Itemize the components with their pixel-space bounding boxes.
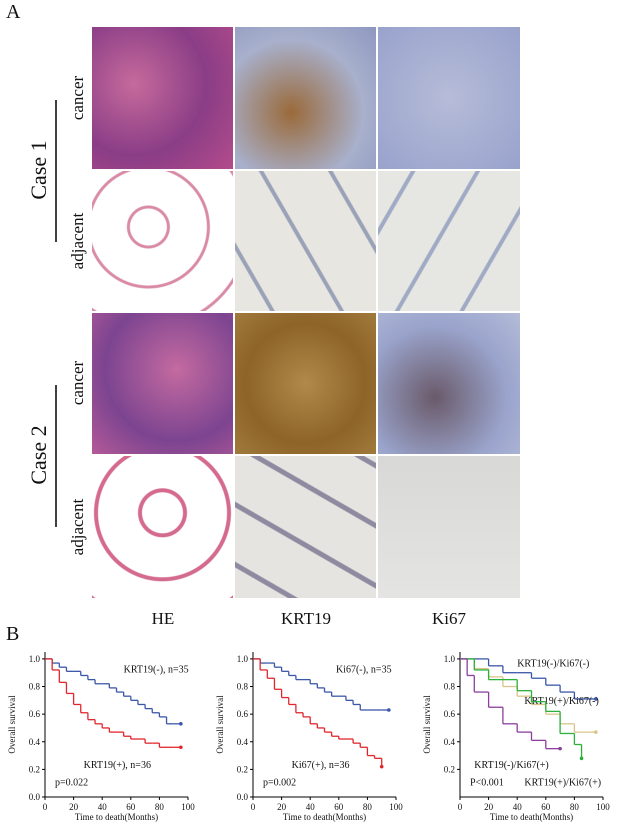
x-axis-label: Time to death(Months) [283, 812, 366, 822]
column-label: HE [152, 609, 175, 628]
row-label: cancer [68, 75, 87, 120]
photo-krt19-c2-cancer [235, 313, 376, 454]
x-tick-label: 20 [277, 802, 287, 812]
photo-he-c2-cancer [92, 313, 233, 454]
photo-ki67-c1-adjacent [378, 171, 520, 311]
censor-mark [179, 745, 183, 750]
y-tick-label: 0.4 [237, 737, 249, 747]
y-tick-label: 0.8 [29, 682, 41, 692]
panel-label: A [6, 1, 21, 23]
x-tick-label: 0 [43, 802, 48, 812]
x-tick-label: 20 [484, 802, 494, 812]
photo-krt19-c2-adjacent [235, 456, 376, 598]
series-label: KRT19(-)/Ki67(-) [517, 659, 589, 670]
x-tick-label: 100 [596, 802, 610, 812]
series-label: Ki67(+), n=36 [292, 760, 350, 771]
x-tick-label: 0 [251, 802, 256, 812]
y-tick-label: 0.6 [444, 709, 456, 719]
series-label: KRT19(-)/Ki67(+) [474, 760, 548, 771]
x-tick-label: 60 [334, 802, 344, 812]
series-label: KRT19(+)/Ki67(-) [524, 696, 598, 707]
series-label: Ki67(-), n=35 [336, 664, 392, 675]
y-axis-label: Overall survival [7, 695, 17, 754]
x-tick-label: 100 [181, 802, 195, 812]
censor-mark [179, 722, 183, 726]
x-tick-label: 40 [306, 802, 316, 812]
series-label: KRT19(+)/Ki67(+) [524, 777, 601, 788]
annotation: p=0.022 [55, 777, 88, 788]
panel-label: B [6, 623, 19, 645]
y-tick-label: 0.0 [237, 792, 249, 802]
photo-he-c1-cancer [92, 27, 233, 169]
photo-he-c2-adjacent [92, 456, 233, 598]
x-tick-label: 60 [541, 802, 551, 812]
x-tick-label: 40 [513, 802, 523, 812]
y-tick-label: 1.0 [444, 654, 456, 664]
y-tick-label: 0.6 [237, 709, 249, 719]
y-tick-label: 0.0 [29, 792, 41, 802]
censor-mark [379, 764, 384, 769]
photo-krt19-c1-adjacent [235, 171, 376, 311]
y-axis-label: Overall survival [215, 695, 225, 754]
row-label: adjacent [68, 212, 87, 269]
y-tick-label: 1.0 [29, 654, 41, 664]
censor-mark [558, 746, 562, 751]
censor-mark [594, 730, 598, 734]
y-tick-label: 0.2 [444, 764, 455, 774]
annotation: p=0.002 [263, 777, 296, 788]
column-label: Ki67 [432, 609, 467, 628]
x-tick-label: 80 [155, 802, 165, 812]
y-axis-label: Overall survival [422, 695, 432, 754]
y-tick-label: 0.8 [444, 682, 456, 692]
x-tick-label: 100 [389, 802, 403, 812]
x-tick-label: 80 [363, 802, 373, 812]
y-tick-label: 0.4 [29, 737, 41, 747]
x-tick-label: 0 [458, 802, 463, 812]
x-tick-label: 20 [69, 802, 79, 812]
series-label: KRT19(-), n=35 [124, 664, 189, 675]
photo-ki67-c2-adjacent [378, 456, 520, 598]
y-tick-label: 0.2 [29, 764, 40, 774]
censor-mark [579, 756, 584, 761]
x-tick-label: 40 [98, 802, 108, 812]
y-tick-label: 0.4 [444, 737, 456, 747]
censor-mark [594, 697, 598, 701]
row-label: adjacent [68, 498, 87, 555]
column-label: KRT19 [281, 609, 331, 628]
x-tick-label: 60 [126, 802, 136, 812]
photo-ki67-c2-cancer [378, 313, 520, 454]
annotation: P<0.001 [470, 777, 504, 788]
x-axis-label: Time to death(Months) [75, 812, 158, 822]
y-tick-label: 0.6 [29, 709, 41, 719]
censor-mark [387, 708, 391, 712]
y-tick-label: 1.0 [237, 654, 249, 664]
y-tick-label: 0.8 [237, 682, 249, 692]
x-axis-label: Time to death(Months) [490, 812, 573, 822]
photo-ki67-c1-cancer [378, 27, 520, 169]
case-label: Case 2 [26, 425, 51, 484]
case-label: Case 1 [26, 140, 51, 199]
photo-krt19-c1-cancer [235, 27, 376, 169]
x-tick-label: 80 [570, 802, 580, 812]
row-label: cancer [68, 360, 87, 405]
y-tick-label: 0.2 [237, 764, 248, 774]
series-label: KRT19(+), n=36 [84, 760, 151, 771]
photo-he-c1-adjacent [92, 171, 233, 311]
